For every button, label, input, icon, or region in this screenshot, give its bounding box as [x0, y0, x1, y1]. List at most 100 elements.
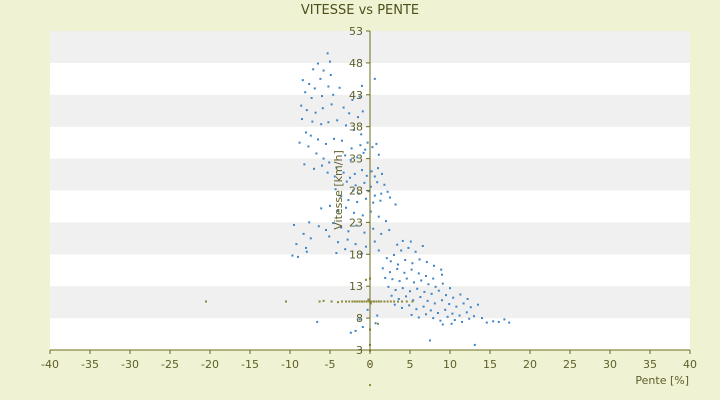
- data-point: [400, 249, 403, 252]
- data-point: [366, 308, 369, 311]
- data-point: [433, 264, 435, 267]
- data-point: [358, 318, 361, 321]
- data-point: [375, 142, 378, 145]
- data-point: [349, 158, 352, 161]
- data-point: [372, 227, 375, 230]
- data-point: [353, 300, 356, 303]
- data-point: [354, 184, 357, 187]
- y-tick-label: 3: [356, 344, 363, 357]
- data-point: [345, 300, 347, 303]
- data-point: [368, 300, 371, 303]
- data-point: [462, 302, 465, 305]
- data-point: [389, 260, 392, 263]
- data-point: [369, 210, 372, 213]
- data-point: [361, 110, 364, 113]
- data-point: [377, 153, 380, 156]
- data-point: [329, 204, 331, 207]
- data-point: [440, 268, 443, 271]
- data-point: [377, 322, 379, 325]
- data-point: [385, 257, 388, 260]
- data-point: [416, 287, 419, 290]
- data-point: [401, 300, 403, 303]
- data-point: [370, 300, 373, 303]
- data-point: [329, 74, 332, 77]
- data-point: [446, 315, 449, 318]
- data-point: [373, 77, 376, 80]
- data-point: [357, 192, 360, 195]
- data-point: [362, 151, 365, 154]
- data-point: [357, 116, 359, 119]
- data-point: [468, 317, 471, 320]
- data-point: [319, 77, 322, 80]
- data-point: [350, 147, 353, 150]
- data-point: [409, 240, 412, 243]
- data-point: [379, 199, 382, 202]
- data-point: [453, 319, 456, 322]
- data-point: [376, 181, 379, 184]
- data-point: [377, 300, 380, 303]
- data-point: [316, 320, 319, 323]
- data-point: [325, 229, 327, 232]
- data-point: [321, 95, 323, 98]
- data-point: [412, 299, 415, 302]
- data-point: [441, 299, 443, 302]
- data-point: [349, 176, 351, 179]
- data-point: [371, 146, 374, 149]
- data-point: [358, 300, 361, 303]
- data-point: [405, 300, 408, 303]
- data-point: [370, 170, 373, 173]
- data-point: [410, 268, 413, 271]
- data-point: [374, 322, 377, 325]
- y-axis-title: Vitesse [km/h]: [332, 150, 345, 230]
- data-point: [497, 320, 500, 323]
- data-point: [361, 326, 364, 329]
- data-point: [401, 306, 403, 309]
- data-point: [341, 300, 343, 303]
- data-point: [293, 223, 295, 226]
- x-tick-label: -40: [41, 358, 59, 371]
- x-tick-label: 35: [643, 358, 657, 371]
- x-axis-title: Pente [%]: [635, 374, 689, 387]
- data-point: [367, 190, 370, 193]
- data-point: [308, 82, 311, 85]
- data-point: [401, 239, 404, 242]
- data-point: [397, 297, 400, 300]
- data-point: [307, 145, 310, 148]
- data-point: [347, 199, 350, 202]
- data-point: [425, 260, 428, 263]
- x-tick-label: 10: [443, 358, 457, 371]
- data-point: [481, 317, 483, 320]
- data-point: [335, 166, 338, 169]
- data-point: [355, 224, 358, 227]
- data-point: [344, 248, 347, 251]
- data-point: [337, 209, 339, 212]
- data-point: [332, 222, 335, 225]
- data-point: [369, 302, 372, 305]
- x-tick-label: 20: [523, 358, 537, 371]
- x-tick-label: 0: [367, 358, 374, 371]
- data-point: [305, 131, 307, 134]
- data-point: [411, 300, 414, 303]
- data-point: [205, 300, 207, 303]
- data-point: [375, 300, 378, 303]
- data-point: [420, 279, 423, 282]
- data-point: [330, 300, 333, 303]
- data-point: [291, 254, 294, 257]
- data-point: [352, 189, 355, 192]
- data-point: [337, 241, 339, 244]
- data-point: [469, 306, 472, 309]
- data-point: [358, 95, 361, 98]
- data-point: [305, 250, 308, 253]
- data-point: [344, 154, 347, 157]
- data-point: [338, 86, 341, 89]
- data-point: [441, 323, 444, 326]
- y-tick-label: 38: [349, 121, 363, 134]
- data-point: [311, 120, 314, 123]
- data-point: [303, 163, 306, 166]
- data-point: [409, 290, 411, 293]
- data-point: [417, 316, 420, 319]
- data-point: [301, 118, 303, 121]
- x-tick-label: 5: [407, 358, 414, 371]
- chart-title: VITESSE vs PENTE: [301, 3, 419, 18]
- data-point: [322, 157, 325, 160]
